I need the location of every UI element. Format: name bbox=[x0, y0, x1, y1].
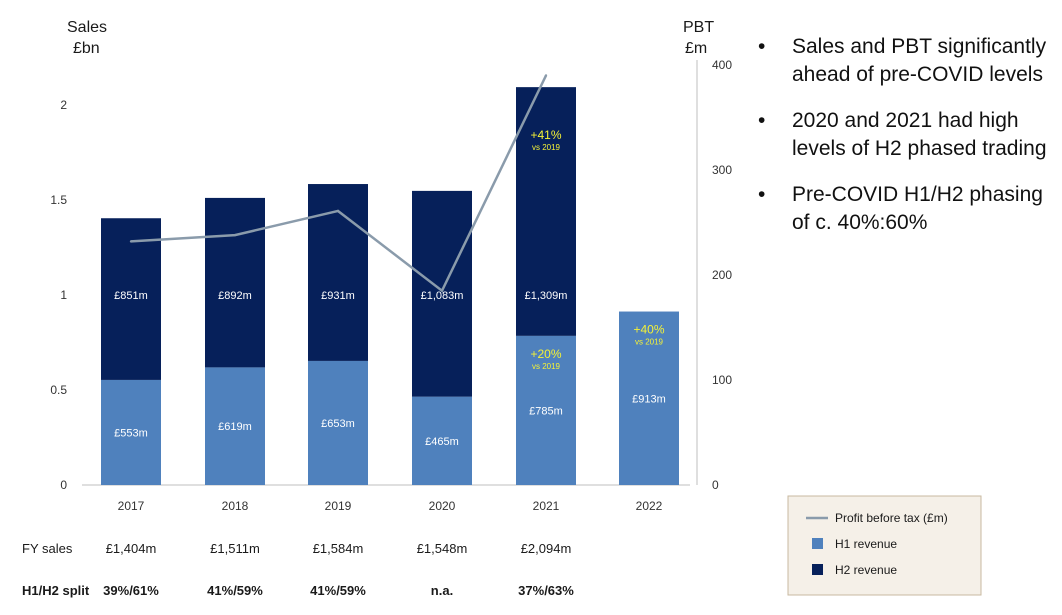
key-point-text: 2020 and 2021 had high levels of H2 phas… bbox=[792, 109, 1047, 160]
category-label-2019: 2019 bbox=[325, 499, 352, 513]
legend-h2-swatch bbox=[812, 564, 823, 575]
left-axis-title-line1: Sales bbox=[67, 19, 107, 36]
legend-h2-label: H2 revenue bbox=[835, 563, 897, 577]
left-tick-label: 1.5 bbox=[50, 193, 67, 207]
bar-h1-2021 bbox=[516, 335, 576, 485]
key-point-text: Sales and PBT significantly ahead of pre… bbox=[792, 35, 1047, 86]
right-tick-label: 100 bbox=[712, 373, 732, 387]
category-label-2018: 2018 bbox=[222, 499, 249, 513]
table-row-label: H1/H2 split bbox=[22, 583, 90, 598]
bar-h1-2020 bbox=[412, 396, 472, 485]
bullet-icon: • bbox=[758, 183, 766, 206]
key-point-item: • Pre-COVID H1/H2 phasing of c. 40%:60% bbox=[758, 181, 1058, 237]
right-axis-title-line1: PBT bbox=[683, 19, 714, 36]
bar-h1-2019 bbox=[308, 360, 368, 485]
table-row-label: FY sales bbox=[22, 541, 73, 556]
bar-h1-2017 bbox=[101, 379, 161, 485]
bar-h2-2020 bbox=[412, 190, 472, 397]
category-label-2021: 2021 bbox=[533, 499, 560, 513]
bar-h2-label-2019: £931m bbox=[321, 290, 355, 302]
annotation-main-2022-h1: +40% bbox=[633, 323, 664, 337]
right-tick-label: 400 bbox=[712, 58, 732, 72]
table-cell: 41%/59% bbox=[207, 583, 263, 598]
table-cell: £2,094m bbox=[521, 541, 572, 556]
table-cell: £1,584m bbox=[313, 541, 364, 556]
table-cell: £1,511m bbox=[210, 541, 260, 556]
bar-h1-2022 bbox=[619, 311, 679, 485]
pbt-point-2018 bbox=[233, 233, 237, 237]
key-points-list: • Sales and PBT significantly ahead of pr… bbox=[758, 33, 1058, 255]
summary-table: FY sales £1,404m £1,511m £1,584m £1,548m £2,0… bbox=[22, 541, 574, 598]
right-tick-label: 0 bbox=[712, 478, 719, 492]
table-cell: 41%/59% bbox=[310, 583, 366, 598]
left-tick-label: 2 bbox=[60, 98, 67, 112]
bar-h2-label-2018: £892m bbox=[218, 290, 252, 302]
legend-h1-swatch bbox=[812, 538, 823, 549]
annotation-sub-2022-h1: vs 2019 bbox=[635, 338, 664, 347]
category-label-2017: 2017 bbox=[118, 499, 145, 513]
right-axis-title-line2: £m bbox=[685, 40, 707, 57]
right-tick-label: 300 bbox=[712, 163, 732, 177]
category-label-2020: 2020 bbox=[429, 499, 456, 513]
right-tick-label: 200 bbox=[712, 268, 732, 282]
pbt-point-2017 bbox=[129, 240, 133, 243]
pbt-point-2021 bbox=[544, 74, 548, 77]
table-cell: n.a. bbox=[431, 583, 453, 598]
category-labels: 2017 2018 2019 2020 2021 2022 bbox=[118, 499, 663, 513]
left-axis-title-line2: £bn bbox=[73, 40, 100, 57]
category-label-2022: 2022 bbox=[636, 499, 663, 513]
left-axis-ticks: 0 0.5 1 1.5 2 bbox=[50, 98, 67, 492]
bar-h1-label-2017: £553m bbox=[114, 427, 148, 439]
annotation-sub-2021-h2: vs 2019 bbox=[532, 143, 561, 152]
bar-h2-2019 bbox=[308, 184, 368, 361]
chart-axes bbox=[82, 60, 698, 486]
left-tick-label: 0.5 bbox=[50, 383, 67, 397]
bar-h1-2018 bbox=[205, 367, 265, 485]
left-tick-label: 1 bbox=[60, 288, 67, 302]
annotation-sub-2021-h1: vs 2019 bbox=[532, 362, 561, 371]
legend-pbt-label: Profit before tax (£m) bbox=[835, 511, 948, 525]
key-point-item: • 2020 and 2021 had high levels of H2 pha… bbox=[758, 107, 1058, 163]
bar-h1-label-2022: £913m bbox=[632, 393, 666, 405]
table-cell: £1,404m bbox=[106, 541, 157, 556]
legend-h1-label: H1 revenue bbox=[835, 537, 897, 551]
legend: Profit before tax (£m) H1 revenue H2 rev… bbox=[787, 495, 982, 596]
pbt-line-layer bbox=[129, 74, 548, 293]
bar-h1-label-2019: £653m bbox=[321, 418, 355, 430]
bar-h1-label-2018: £619m bbox=[218, 421, 252, 433]
bar-h1-label-2020: £465m bbox=[425, 436, 459, 448]
bar-h2-2018 bbox=[205, 197, 265, 368]
bullet-icon: • bbox=[758, 109, 766, 132]
bar-h1-label-2021: £785m bbox=[529, 405, 563, 417]
annotation-main-2021-h1: +20% bbox=[530, 347, 561, 361]
bars: £553m £851m £619m £892m £653m £931m £465m £1,08… bbox=[101, 87, 679, 485]
table-cell: 37%/63% bbox=[518, 583, 574, 598]
key-point-item: • Sales and PBT significantly ahead of pr… bbox=[758, 33, 1058, 89]
bar-h2-2017 bbox=[101, 218, 161, 380]
annotation-main-2021-h2: +41% bbox=[530, 128, 561, 142]
table-cell: £1,548m bbox=[417, 541, 468, 556]
bullet-icon: • bbox=[758, 35, 766, 58]
bar-h2-2021 bbox=[516, 87, 576, 336]
bar-h2-label-2020: £1,083m bbox=[421, 290, 464, 302]
table-cell: 39%/61% bbox=[103, 583, 159, 598]
key-point-text: Pre-COVID H1/H2 phasing of c. 40%:60% bbox=[792, 183, 1043, 234]
left-tick-label: 0 bbox=[60, 478, 67, 492]
bar-h2-label-2021: £1,309m bbox=[525, 290, 568, 302]
bar-h2-label-2017: £851m bbox=[114, 290, 148, 302]
right-axis-ticks: 0 100 200 300 400 bbox=[712, 58, 732, 492]
pbt-point-2020 bbox=[440, 289, 444, 292]
pbt-point-2019 bbox=[336, 209, 340, 213]
